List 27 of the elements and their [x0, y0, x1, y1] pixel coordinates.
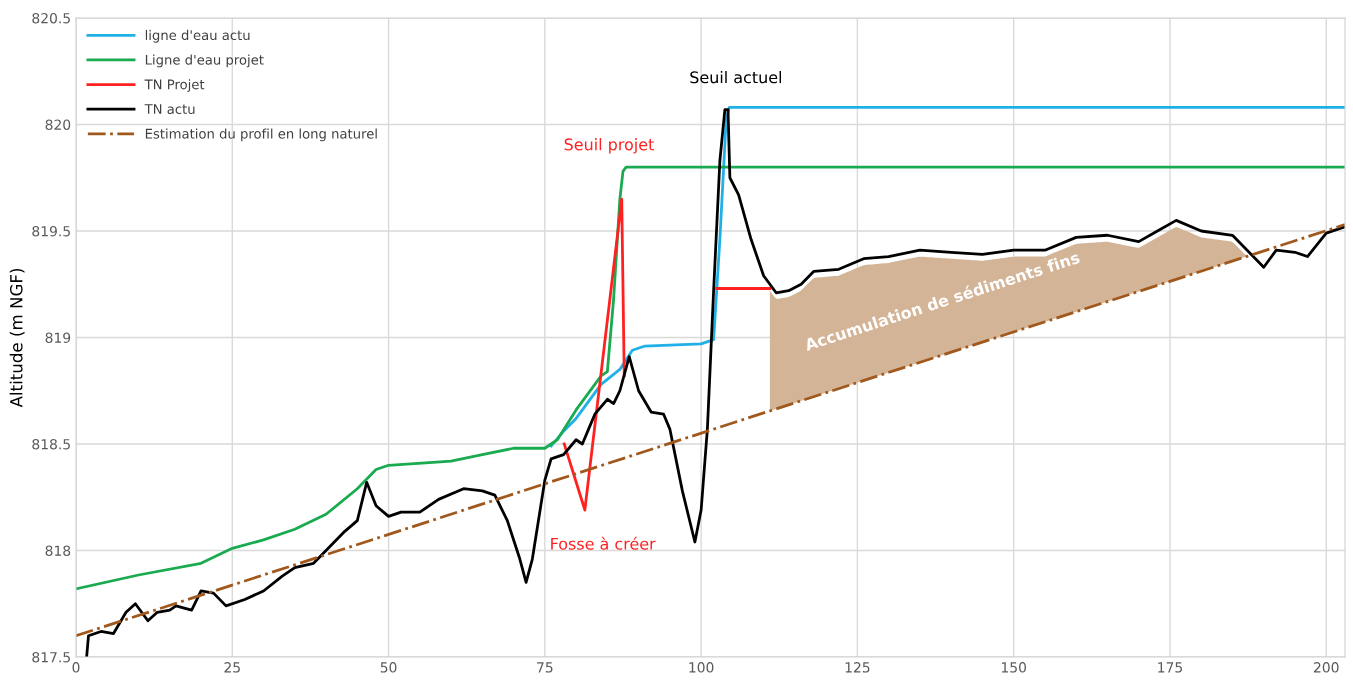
- x-tick-label: 75: [537, 662, 553, 673]
- y-tick-label: 820: [45, 119, 71, 130]
- legend-label: TN actu: [144, 104, 195, 115]
- y-tick-label: 820.5: [32, 12, 70, 24]
- x-tick-label: 25: [224, 662, 240, 673]
- y-axis-title: Altitude (m NGF): [9, 268, 25, 408]
- legend-label: ligne d'eau actu: [145, 29, 250, 43]
- x-tick-label: 175: [1158, 662, 1183, 673]
- x-tick-label: 125: [845, 662, 870, 673]
- x-tick-label: 200: [1314, 662, 1339, 673]
- x-tick-label: 100: [689, 662, 714, 673]
- y-tick-label: 818.5: [32, 438, 70, 450]
- annotation: Fosse à créer: [551, 536, 656, 550]
- x-tick-label: 50: [380, 662, 397, 673]
- line-series: [76, 165, 1345, 591]
- annotation: Seuil projet: [564, 138, 654, 154]
- x-tick-label: 150: [1001, 662, 1027, 673]
- y-tick-label: 819.5: [32, 225, 70, 237]
- y-tick-label: 819: [45, 332, 71, 343]
- annotation: Seuil actuel: [690, 70, 782, 84]
- legend-label: TN Projet: [144, 79, 205, 92]
- y-tick-label: 818: [45, 545, 71, 556]
- line-series: [549, 106, 1345, 448]
- legend-label: Ligne d'eau projet: [145, 54, 264, 68]
- y-tick-label: 817.5: [32, 651, 70, 663]
- x-tick-label: 0: [72, 662, 80, 673]
- legend-label: Estimation du profil en long naturel: [145, 128, 377, 142]
